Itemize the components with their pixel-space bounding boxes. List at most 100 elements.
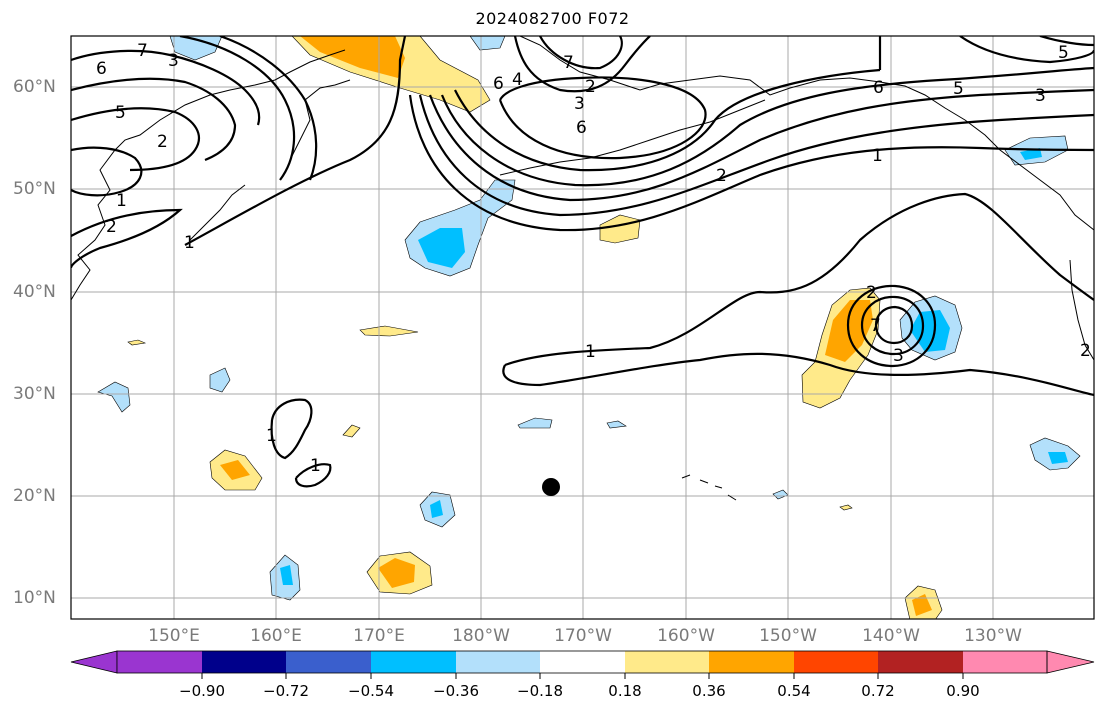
contour-big-ring-3: [428, 88, 1094, 202]
lat-label-30n: 30°N: [13, 384, 56, 404]
colorbar-tick-label: −0.72: [263, 682, 309, 700]
lon-label-140w: 140°W: [862, 626, 920, 646]
contour-label: 2: [1080, 341, 1091, 361]
contour-nw-2: [71, 77, 237, 162]
colorbar-extend-low: [70, 650, 118, 674]
contour-vortex-1: [846, 284, 937, 368]
contour-label: 4: [512, 70, 523, 90]
contour-label: 3: [893, 346, 904, 366]
contour-label: 3: [1035, 86, 1046, 106]
shade-positive-25n-core: [220, 460, 250, 480]
contour-label: 2: [157, 132, 168, 152]
contour-label: 1: [585, 342, 596, 362]
contour-label: 2: [716, 166, 727, 186]
contour-central-1: [502, 192, 1094, 397]
shade-positive-35n: [127, 339, 147, 346]
contour-label: 6: [576, 118, 587, 138]
lat-label-10n: 10°N: [13, 588, 56, 608]
lon-label-150w: 150°W: [759, 626, 817, 646]
contour-aleutian-low-2: [184, 36, 407, 246]
contour-big-ring-4: [440, 66, 1094, 187]
contour-label: 5: [1058, 43, 1069, 63]
contour-label: 7: [870, 316, 881, 336]
contour-label: 1: [266, 426, 277, 446]
contour-vortex-3: [874, 305, 914, 345]
contour-ne-2: [959, 36, 1094, 64]
coast-alaska: [519, 36, 1094, 231]
contour-label: 2: [866, 283, 877, 303]
location-marker-dot: [542, 478, 560, 496]
shade-negative-27n-b: [606, 420, 627, 429]
contour-labels: 6 7 3 5 2 1 2 1 6 4 2 3 6 2 7 6 5 3 5 1 …: [96, 41, 1091, 476]
contour-label: 5: [115, 103, 126, 123]
shade-negative-ne-core: [1020, 148, 1042, 160]
contours: [71, 36, 1094, 488]
coast-asia: [71, 49, 346, 301]
contour-label: 6: [493, 74, 504, 94]
contour-ne-3: [1039, 36, 1094, 47]
contour-label: 3: [574, 94, 585, 114]
shade-negative-30n: [209, 367, 231, 393]
contour-aleutian-low-1: [71, 208, 183, 269]
lon-label-160w: 160°W: [657, 626, 715, 646]
contour-label: 1: [184, 233, 195, 253]
contour-vortex-2: [860, 295, 925, 356]
colorbar-tick-label: 0.18: [608, 682, 642, 700]
contour-big-ring-2: [418, 94, 1094, 217]
shaded-field: [97, 36, 1081, 619]
contour-big-ring-5: [454, 68, 881, 172]
contour-north-center-2: [539, 36, 623, 70]
shade-negative-top: [469, 36, 506, 51]
lat-label-50n: 50°N: [13, 179, 56, 199]
map-title: 2024082700 F072: [475, 9, 630, 28]
contour-nw-1: [71, 49, 261, 126]
contour-nw-6: [219, 36, 318, 181]
shade-positive-170e: [359, 325, 419, 337]
shade-negative-30n-west: [97, 381, 131, 413]
contour-label: 7: [137, 41, 148, 61]
contour-label: 6: [96, 59, 107, 79]
coast-kurils: [189, 184, 246, 241]
colorbar-tick-label: −0.18: [517, 682, 563, 700]
shade-negative-27n: [517, 417, 553, 429]
contour-label: 1: [116, 191, 127, 211]
shade-negative-15n-core: [280, 565, 293, 585]
contour-label: 6: [873, 78, 884, 98]
lon-label-160e: 160°E: [250, 626, 302, 646]
colorbar-tick-label: −0.90: [179, 682, 225, 700]
contour-label: 1: [310, 456, 321, 476]
shade-negative-aleutian-core: [418, 228, 465, 268]
shade-positive-27n: [342, 424, 361, 438]
lon-label-150e: 150°E: [148, 626, 200, 646]
contour-label: 5: [953, 79, 964, 99]
shade-negative-se-core: [1048, 452, 1068, 464]
colorbar-tick-label: 0.54: [777, 682, 811, 700]
contour-nw-5: [179, 36, 296, 181]
graticule: [71, 36, 1094, 619]
colorbar-tick-label: 0.90: [946, 682, 980, 700]
contour-small-2: [294, 463, 332, 488]
colorbar-tick-label: 0.36: [692, 682, 726, 700]
contour-big-ring-1: [408, 94, 1094, 232]
lon-label-170e: 170°E: [353, 626, 405, 646]
contour-north-center: [513, 36, 651, 93]
colorbar: [70, 650, 1095, 679]
lon-label-130w: 130°W: [964, 626, 1022, 646]
contour-small-1: [270, 398, 313, 460]
colorbar-tick-label: 0.72: [861, 682, 895, 700]
shade-negative-22n: [772, 489, 789, 500]
contour-label: 2: [585, 77, 596, 97]
shade-positive-20n-east: [839, 504, 853, 511]
lat-label-40n: 40°N: [13, 282, 56, 302]
contour-nw-3: [71, 107, 201, 172]
contour-label: 1: [872, 146, 883, 166]
shade-positive-12n-core: [378, 558, 415, 588]
lat-label-60n: 60°N: [13, 77, 56, 97]
contour-label: 3: [168, 51, 179, 71]
shade-negative-20n-core: [430, 500, 443, 518]
coast-hawaii: [681, 474, 737, 501]
shade-positive-mid: [599, 214, 641, 244]
contour-inner-ring: [498, 76, 707, 160]
contour-label: 2: [106, 217, 117, 237]
